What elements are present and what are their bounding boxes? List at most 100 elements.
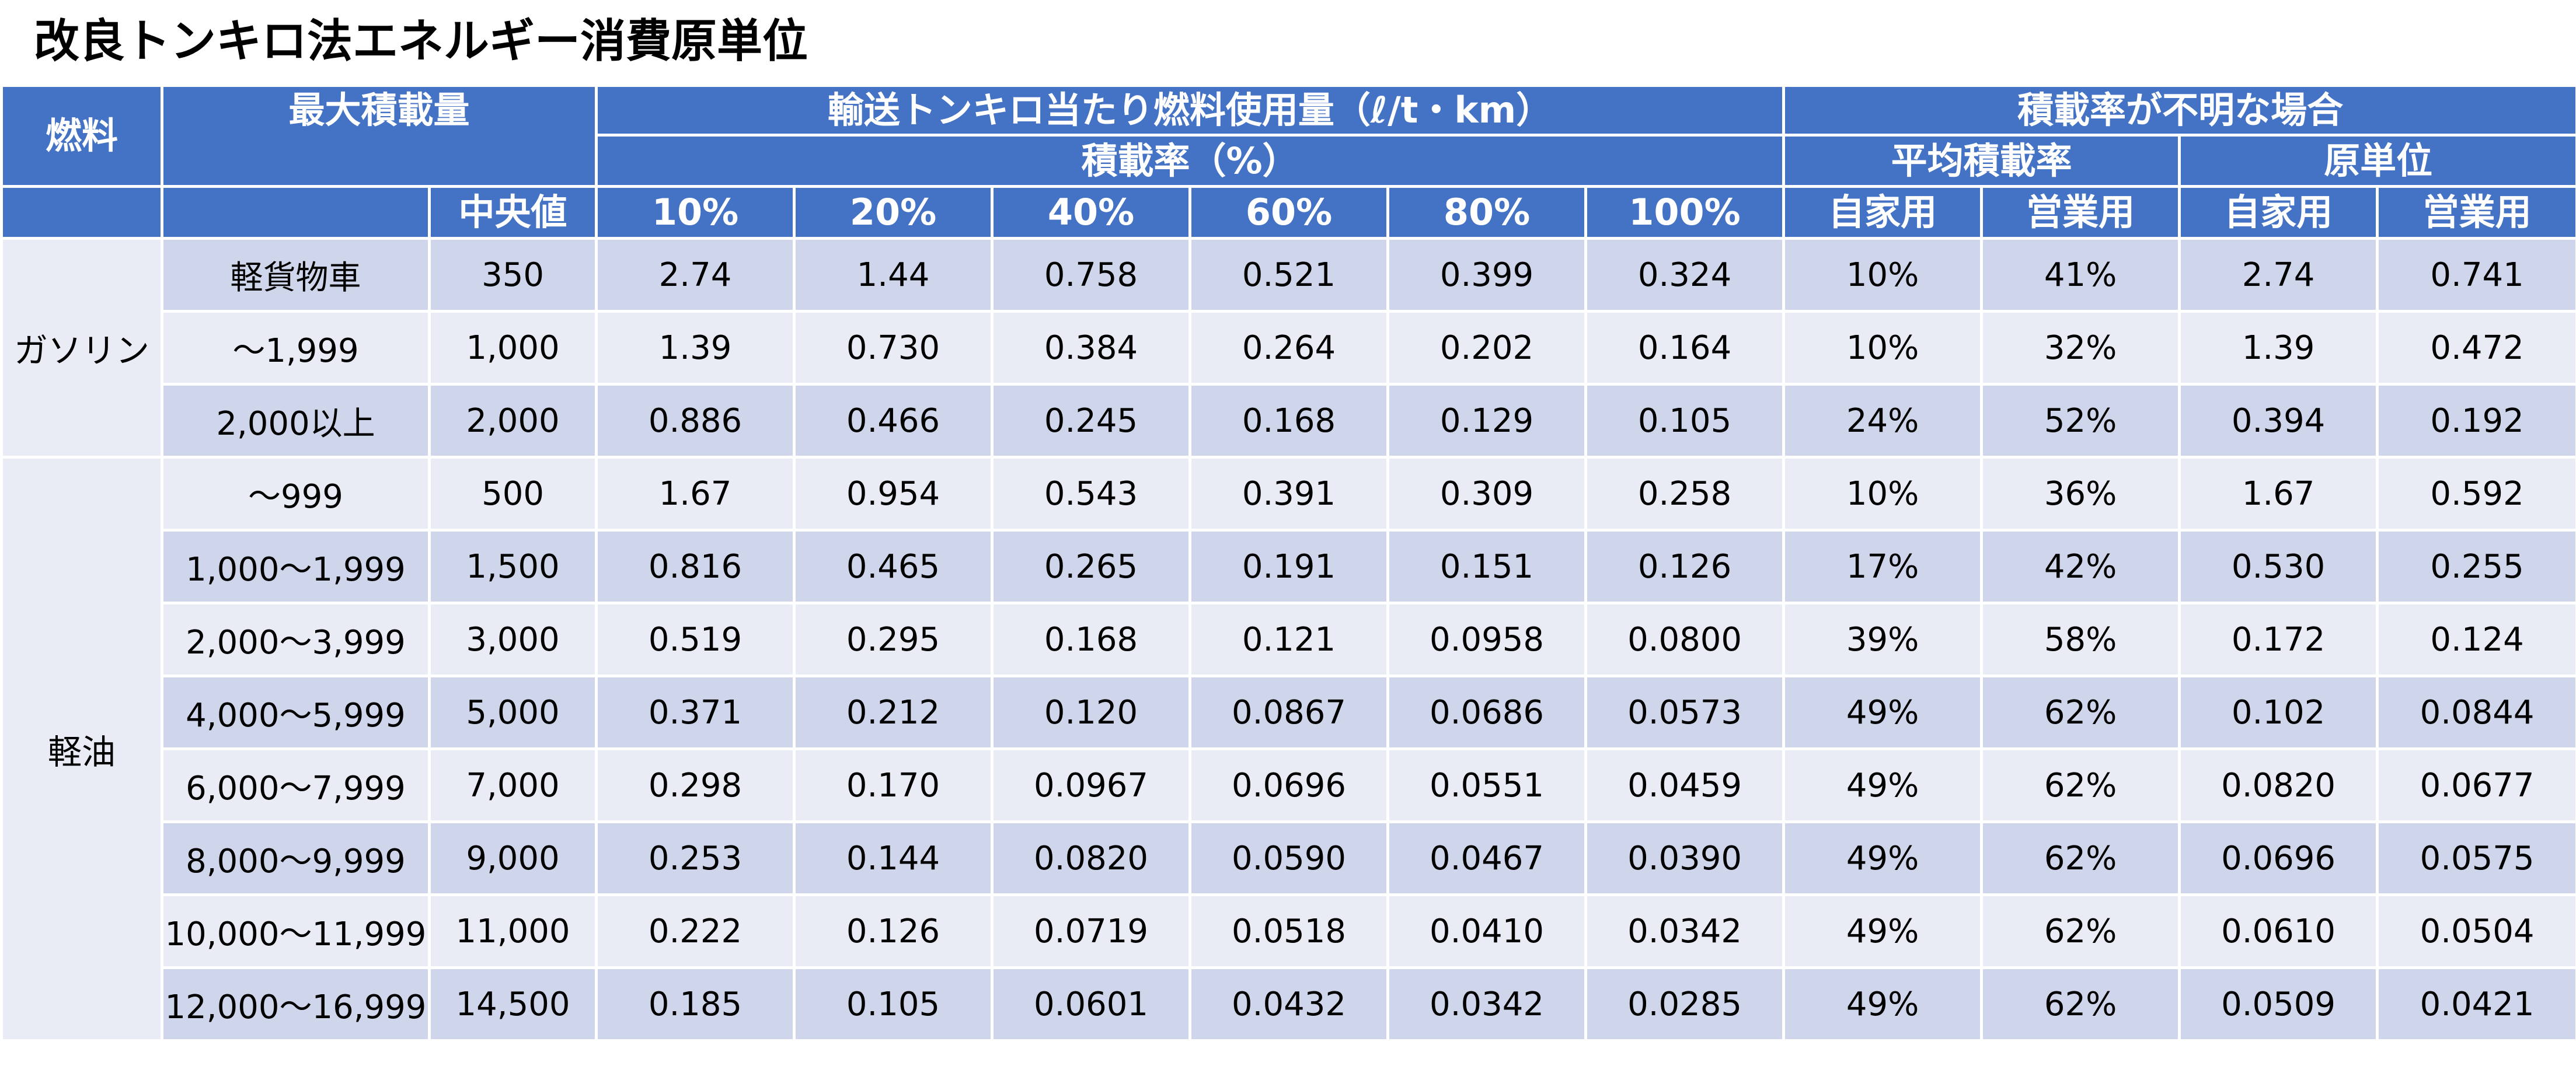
header-rate-80: 80% [1386,185,1588,240]
table-row: ～1,999 1,000 1.39 0.730 0.384 0.264 0.202 0.164… [2,310,2576,386]
fuel-use-cell: 0.0967 [991,747,1192,823]
fuel-use-cell: 0.0590 [1188,820,1390,896]
unit-own-use-cell: 0.0610 [2178,893,2379,969]
unit-business-use-cell: 0.741 [2376,237,2576,313]
fuel-use-cell: 0.0719 [991,893,1192,969]
fuel-use-cell: 1.44 [793,237,994,313]
avg-own-use-cell: 49% [1782,820,1984,896]
fuel-use-cell: 0.0867 [1188,674,1390,750]
unit-business-use-cell: 0.0421 [2376,966,2576,1042]
fuel-use-cell: 0.0551 [1386,747,1588,823]
median-cell: 14,500 [427,966,598,1042]
table-row: ガソリン 軽貨物車 350 2.74 1.44 0.758 0.521 0.399 0.324 1… [0,237,2576,459]
energy-consumption-table: 燃料 最大積載量 輸送トンキロ当たり燃料使用量（ℓ/t・km） 積載率が不明な場… [0,84,2576,1042]
max-load-range-cell: 8,000～9,999 [161,820,431,896]
unit-own-use-cell: 0.102 [2178,674,2379,750]
fuel-use-cell: 0.886 [595,383,796,459]
fuel-use-cell: 0.191 [1188,529,1390,604]
avg-own-use-cell: 49% [1782,966,1984,1042]
avg-business-use-cell: 36% [1980,456,2181,532]
max-load-range-cell: 6,000～7,999 [161,747,431,823]
fuel-use-cell: 0.164 [1584,310,1786,386]
fuel-use-cell: 0.0342 [1584,893,1786,969]
fuel-use-cell: 0.121 [1188,602,1390,677]
fuel-use-cell: 0.399 [1386,237,1588,313]
fuel-use-cell: 0.465 [793,529,994,604]
header-median: 中央値 [427,185,598,240]
max-load-range-cell: 12,000～16,999 [161,966,431,1042]
median-cell: 9,000 [427,820,598,896]
header-max-load: 最大積載量 [160,84,598,188]
fuel-use-cell: 0.0573 [1584,674,1786,750]
fuel-use-cell: 1.67 [595,456,796,532]
fuel-use-cell: 0.466 [793,383,994,459]
fuel-use-cell: 0.730 [793,310,994,386]
fuel-use-cell: 0.0285 [1584,966,1786,1042]
avg-business-use-cell: 62% [1980,820,2181,896]
fuel-use-cell: 0.371 [595,674,796,750]
fuel-use-cell: 0.0342 [1386,966,1588,1042]
unit-business-use-cell: 0.592 [2376,456,2576,532]
header-unknown-load: 積載率が不明な場合 [1782,84,2576,137]
fuel-use-cell: 0.185 [595,966,796,1042]
fuel-use-cell: 0.0601 [991,966,1192,1042]
unit-own-use-cell: 0.0696 [2178,820,2379,896]
fuel-use-cell: 0.170 [793,747,994,823]
header-fuel-use: 輸送トンキロ当たり燃料使用量（ℓ/t・km） [595,84,1786,137]
fuel-use-cell: 0.0800 [1584,602,1786,677]
avg-own-use-cell: 49% [1782,747,1984,823]
fuel-use-cell: 0.324 [1584,237,1786,313]
unit-business-use-cell: 0.0504 [2376,893,2576,969]
fuel-use-cell: 0.0432 [1188,966,1390,1042]
unit-own-use-cell: 2.74 [2178,237,2379,313]
avg-business-use-cell: 62% [1980,893,2181,969]
fuel-use-cell: 0.391 [1188,456,1390,532]
fuel-use-cell: 0.0686 [1386,674,1588,750]
header-avg-own-use: 自家用 [1782,185,1984,240]
median-cell: 7,000 [427,747,598,823]
header-rate-40: 40% [991,185,1192,240]
fuel-use-cell: 0.816 [595,529,796,604]
header-rate-10: 10% [595,185,796,240]
fuel-use-cell: 0.105 [1584,383,1786,459]
table-row: 1,000～1,999 1,500 0.816 0.465 0.265 0.191 0.15… [2,529,2576,604]
avg-own-use-cell: 10% [1782,237,1984,313]
table-row: 12,000～16,999 14,500 0.185 0.105 0.0601 0.043… [2,966,2576,1042]
fuel-use-cell: 0.519 [595,602,796,677]
header-rate-100: 100% [1584,185,1786,240]
max-load-range-cell: 2,000以上 [161,383,431,459]
header-load-rate-pct: 積載率（%） [595,134,1786,188]
max-load-range-cell: 1,000～1,999 [161,529,431,604]
fuel-use-cell: 0.521 [1188,237,1390,313]
median-cell: 3,000 [427,602,598,677]
table-body: ガソリン 軽貨物車 350 2.74 1.44 0.758 0.521 0.399 0.324 1… [0,237,2576,1042]
unit-business-use-cell: 0.124 [2376,602,2576,677]
header-rate-60: 60% [1188,185,1390,240]
fuel-use-cell: 2.74 [595,237,796,313]
fuel-use-cell: 0.0518 [1188,893,1390,969]
max-load-range-cell: 10,000～11,999 [161,893,431,969]
table-row: 軽油 ～999 500 1.67 0.954 0.543 0.391 0.309 0.258 10… [0,456,2576,1042]
fuel-use-cell: 0.0459 [1584,747,1786,823]
median-cell: 11,000 [427,893,598,969]
page-title: 改良トンキロ法エネルギー消費原単位 [34,15,808,68]
unit-own-use-cell: 1.67 [2178,456,2379,532]
max-load-range-cell: ～1,999 [161,310,431,386]
header-rate-20: 20% [793,185,994,240]
fuel-use-cell: 0.0410 [1386,893,1588,969]
unit-own-use-cell: 0.394 [2178,383,2379,459]
max-load-range-cell: 2,000～3,999 [161,602,431,677]
avg-own-use-cell: 39% [1782,602,1984,677]
fuel-use-cell: 0.309 [1386,456,1588,532]
fuel-type-cell: ガソリン [0,237,163,459]
median-cell: 350 [427,237,598,313]
median-cell: 5,000 [427,674,598,750]
avg-own-use-cell: 10% [1782,310,1984,386]
unit-own-use-cell: 1.39 [2178,310,2379,386]
avg-business-use-cell: 52% [1980,383,2181,459]
fuel-use-cell: 0.245 [991,383,1192,459]
fuel-type-cell: 軽油 [0,456,163,1042]
avg-own-use-cell: 17% [1782,529,1984,604]
unit-own-use-cell: 0.0509 [2178,966,2379,1042]
table-row: 10,000～11,999 11,000 0.222 0.126 0.0719 0.051… [2,893,2576,969]
